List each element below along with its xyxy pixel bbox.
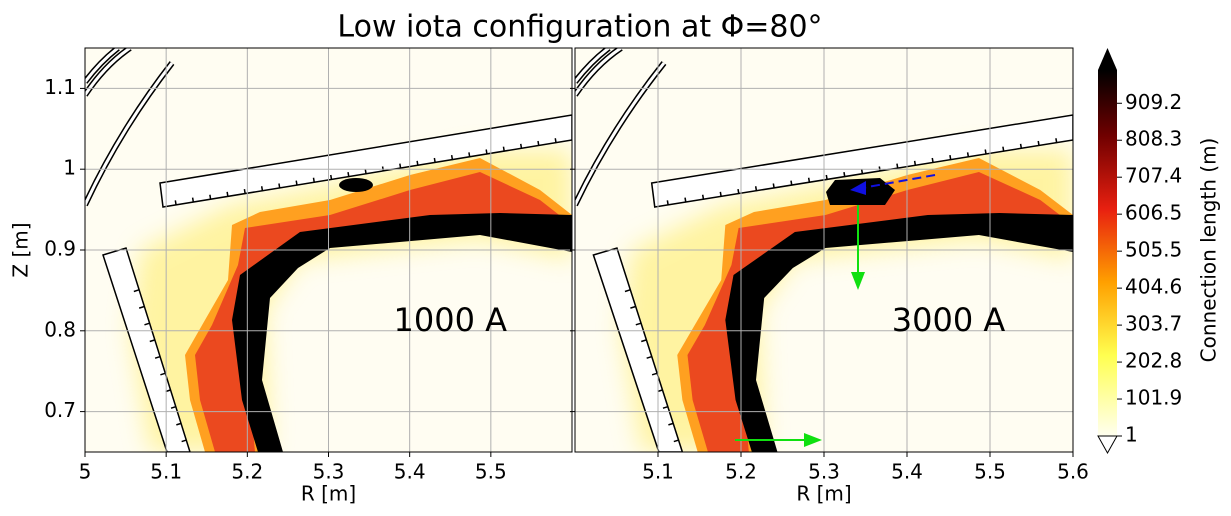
- colorbar-tick-label: 303.7: [1125, 312, 1182, 336]
- y-tick-label: 1: [63, 156, 76, 180]
- grid: [84, 48, 1074, 452]
- x-tick-label: 5.5: [475, 460, 507, 484]
- x-tick-label: 5.1: [150, 460, 182, 484]
- x-tick-label: 5.3: [313, 460, 345, 484]
- colorbar-tick-label: 202.8: [1125, 349, 1182, 373]
- colorbar-tick-label: 1: [1125, 423, 1138, 447]
- x-tick-label: 5.6: [1057, 460, 1089, 484]
- arrows: [735, 174, 936, 447]
- x-tick-label: 5.2: [231, 460, 263, 484]
- colorbar-tick-label: 707.4: [1125, 164, 1182, 188]
- x-tick-label: 5.2: [725, 460, 757, 484]
- x-tick-label: 5.4: [394, 460, 426, 484]
- contour-fill: [85, 48, 572, 452]
- colorbar-label: Connection length (m): [1197, 138, 1221, 363]
- panel-annotation: 3000 A: [892, 301, 1006, 339]
- y-tick-label: 0.7: [44, 398, 76, 422]
- x-tick-label: 5.1: [642, 460, 674, 484]
- axes-frame: [574, 47, 1074, 453]
- colorbar-tick-label: 101.9: [1125, 386, 1182, 410]
- colorbar-tick-label: 909.2: [1125, 90, 1182, 114]
- colorbar-tick-label: 505.5: [1125, 238, 1182, 262]
- y-axis-label: Z [m]: [9, 222, 33, 277]
- x-tick-label: 5.3: [808, 460, 840, 484]
- x-tick-label: 5: [79, 460, 92, 484]
- x-axis-label: R [m]: [301, 482, 356, 506]
- y-tick-label: 1.1: [44, 75, 76, 99]
- panel-annotation: 1000 A: [394, 301, 508, 339]
- x-axis-label: R [m]: [796, 482, 851, 506]
- colorbar-tick-label: 808.3: [1125, 127, 1182, 151]
- x-tick-label: 5.4: [891, 460, 923, 484]
- colorbar-extend: [1098, 48, 1117, 70]
- x-tick-label: 5.5: [974, 460, 1006, 484]
- colorbar-tick-label: 606.5: [1125, 201, 1182, 225]
- y-tick-label: 0.9: [44, 237, 76, 261]
- colorbar: [1098, 70, 1117, 436]
- colorbar-extend: [1097, 435, 1118, 455]
- colorbar-tick-label: 404.6: [1125, 275, 1182, 299]
- y-tick-label: 0.8: [44, 317, 76, 341]
- figure-title: Low iota configuration at Φ=80°: [337, 10, 822, 45]
